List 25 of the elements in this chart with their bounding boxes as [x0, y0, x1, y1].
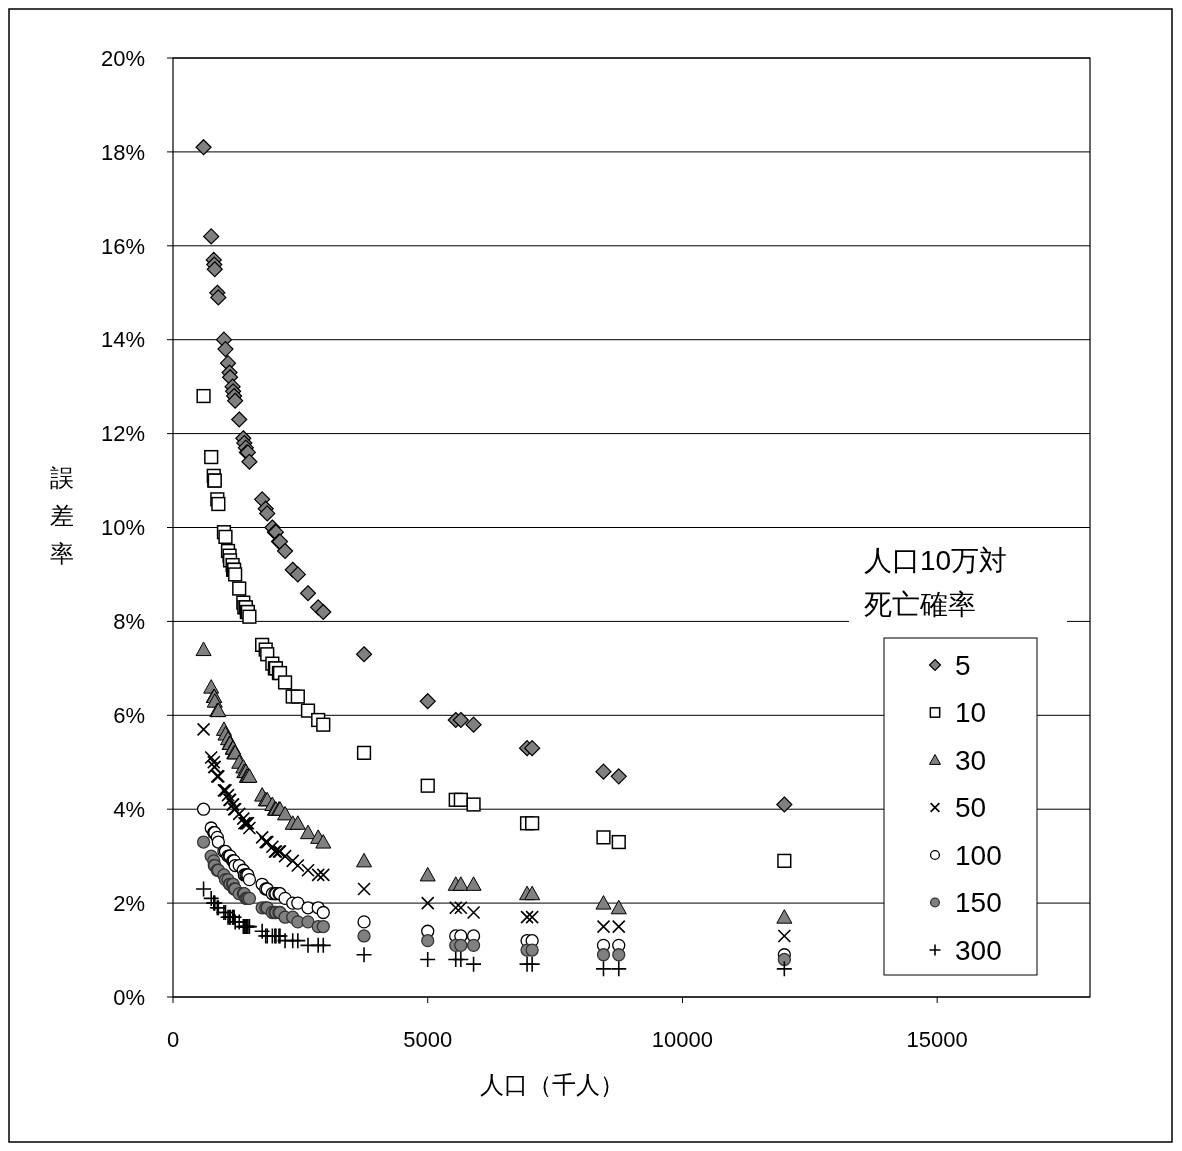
y-tick-label: 20%	[100, 45, 145, 71]
legend-label: 50	[955, 792, 987, 824]
legend-label: 5	[955, 649, 971, 681]
legend-label: 100	[955, 839, 1002, 871]
x-tick-label: 5000	[403, 1027, 453, 1052]
legend-title: 人口10万対死亡確率	[864, 545, 1008, 620]
y-tick-label: 8%	[113, 609, 145, 635]
y-tick-label: 6%	[113, 703, 145, 728]
x-tick-label: 15000	[906, 1027, 968, 1052]
x-tick-label: 0	[166, 1027, 180, 1052]
y-axis-title: 誤差率	[50, 464, 74, 567]
y-tick-label: 2%	[113, 890, 145, 916]
y-tick-label: 12%	[100, 421, 145, 447]
y-tick-label: 10%	[100, 515, 145, 541]
legend-label: 10	[955, 697, 987, 729]
y-tick-label: 0%	[113, 984, 145, 1010]
y-tick-label: 16%	[100, 233, 145, 259]
legend-label: 150	[955, 887, 1002, 919]
y-tick-label: 14%	[100, 327, 145, 353]
y-tick-label: 4%	[113, 796, 145, 822]
legend-label: 300	[955, 934, 1002, 966]
x-axis-title: 人口（千人）	[479, 1071, 624, 1098]
y-tick-label: 18%	[100, 139, 145, 165]
legend-label: 30	[955, 744, 987, 776]
x-tick-label: 10000	[651, 1027, 714, 1052]
